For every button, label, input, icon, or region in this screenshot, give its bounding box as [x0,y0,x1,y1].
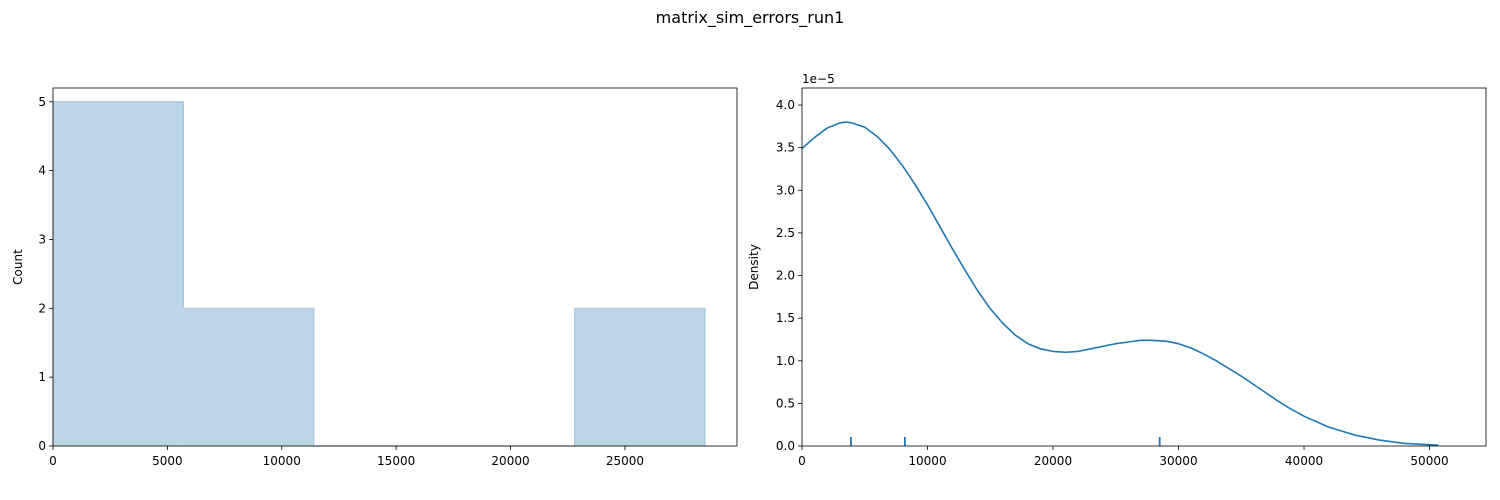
x-tick-label: 10000 [263,454,301,468]
y-tick-label: 2.0 [776,269,795,283]
y-tick-label: 1.0 [776,354,795,368]
y-tick-label: 3.5 [776,141,795,155]
axes-frame [52,87,738,447]
y-tick-label: 4.0 [776,98,795,112]
x-tick-label: 50000 [1410,454,1448,468]
x-tick-label: 0 [49,454,57,468]
density-line [801,121,1439,446]
y-tick-label: 0.0 [776,439,795,453]
y-tick-label: 5 [38,95,46,109]
y-tick-label: 2 [38,301,46,315]
figure-title: matrix_sim_errors_run1 [655,8,845,27]
y-tick-label: 0 [38,439,46,453]
x-tick-label: 40000 [1285,454,1323,468]
rug-marks [850,437,1161,446]
y-tick-label: 2.5 [776,226,795,240]
y-tick-label: 3 [38,232,46,246]
x-tick-label: 15000 [377,454,415,468]
y-scale-label: 1e−5 [802,72,835,86]
x-tick-label: 5000 [152,454,183,468]
histogram-bars [53,101,705,447]
y-axis-label: Density [747,244,761,290]
axes-frame [801,87,1487,447]
y-tick-label: 0.5 [776,396,795,410]
axes-2: 0 10000 20000 30000 40000 50000 0.0 0.5 1.0 1.5 2.… [747,72,1487,468]
y-tick-label: 1 [38,370,46,384]
x-tick-label: 10000 [908,454,946,468]
x-tick-label: 0 [798,454,806,468]
x-tick-label: 20000 [491,454,529,468]
y-tick-label: 3.0 [776,183,795,197]
y-axis-label: Count [11,249,25,285]
axes-1: 0 5000 10000 15000 20000 25000 0 1 2 3 4 5 Count [11,87,738,468]
x-tick-label: 20000 [1034,454,1072,468]
y-tick-label: 4 [38,164,46,178]
histogram-bar [53,101,184,447]
x-tick-label: 25000 [606,454,644,468]
x-tick-label: 30000 [1159,454,1197,468]
histogram-bar [574,308,705,446]
y-tick-label: 1.5 [776,311,795,325]
histogram-bar [183,308,314,446]
